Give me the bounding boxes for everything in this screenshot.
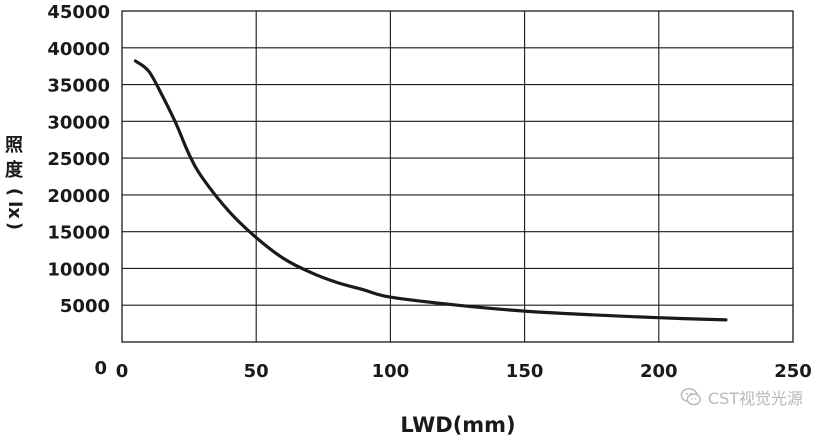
y-axis-title-part-3: lx [4,201,25,219]
y-tick-label-5: 30000 [47,112,110,133]
wechat-icon [680,388,701,406]
y-tick-label-7: 40000 [47,39,110,60]
x-tick-label-4: 200 [640,361,678,382]
plot-frame [121,10,794,343]
y-tick-label-2: 15000 [47,223,110,244]
y-tick-label-1: 10000 [47,259,110,280]
y-tick-label-3: 20000 [47,186,110,207]
y-tick-label-8: 45000 [47,2,110,23]
x-tick-label-5: 250 [774,361,812,382]
x-tick-label-1: 50 [244,361,269,382]
watermark-text: CST视觉光源 [707,389,803,408]
y-axis-title-part-4: ) [4,222,25,230]
y-zero-label: 0 [94,358,107,379]
y-axis-title-part-1: 度 [5,159,24,181]
watermark: CST视觉光源 [680,385,803,409]
x-axis-title: LWD(mm) [400,413,515,435]
y-axis-title-part-0: 照 [5,135,23,156]
y-tick-labels: 5000 10000 15000 20000 25000 30000 35000 40000 4… [47,2,110,317]
x-tick-label-3: 150 [506,361,544,382]
y-tick-label-6: 35000 [47,76,110,97]
x-tick-labels: 0 50 100 150 200 250 [116,361,812,382]
series-layer [133,59,728,322]
y-axis-title: 照度 ( lx) [4,135,25,230]
series-line-0 [133,59,728,322]
x-tick-label-2: 100 [372,361,410,382]
x-tick-label-0: 0 [116,361,129,382]
y-tick-label-0: 5000 [60,296,110,317]
y-axis-title-part-2: ( [4,188,25,196]
grid [121,10,794,343]
y-tick-label-4: 25000 [47,149,110,170]
